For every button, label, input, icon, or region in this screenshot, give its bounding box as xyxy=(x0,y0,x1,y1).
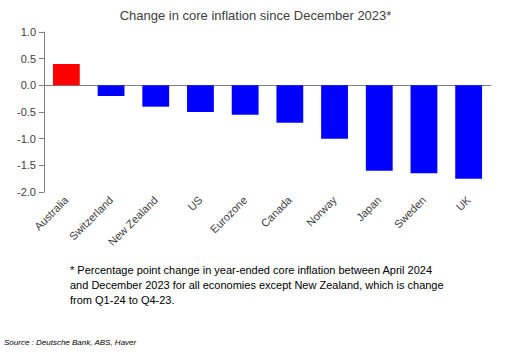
svg-text:New Zealand: New Zealand xyxy=(106,194,160,248)
svg-text:-1.5: -1.5 xyxy=(17,159,36,171)
svg-text:Australia: Australia xyxy=(32,193,71,232)
svg-text:and December 2023 for all econ: and December 2023 for all economies exce… xyxy=(70,279,447,291)
svg-text:0.5: 0.5 xyxy=(21,53,36,65)
svg-text:Japan: Japan xyxy=(354,194,384,224)
svg-text:US: US xyxy=(185,194,204,213)
svg-text:-1.0: -1.0 xyxy=(17,133,36,145)
svg-text:-2.0: -2.0 xyxy=(17,186,36,198)
svg-text:Norway: Norway xyxy=(304,193,339,228)
svg-text:1.0: 1.0 xyxy=(21,26,36,38)
svg-text:0.0: 0.0 xyxy=(21,79,36,91)
svg-text:Sweden: Sweden xyxy=(392,194,429,231)
svg-text:UK: UK xyxy=(454,193,474,213)
svg-text:-0.5: -0.5 xyxy=(17,106,36,118)
svg-text:Source : Deutsche Bank, ABS, H: Source : Deutsche Bank, ABS, Haver xyxy=(4,338,137,347)
svg-text:* Percentage point change in y: * Percentage point change in year-ended … xyxy=(70,264,435,276)
svg-text:from Q1-24 to Q4-23.: from Q1-24 to Q4-23. xyxy=(70,294,175,306)
svg-text:Switzerland: Switzerland xyxy=(67,194,116,243)
svg-text:Eurozone: Eurozone xyxy=(208,194,250,236)
svg-text:Change in core inflation since: Change in core inflation since December … xyxy=(120,8,392,23)
svg-text:Canada: Canada xyxy=(258,193,294,229)
